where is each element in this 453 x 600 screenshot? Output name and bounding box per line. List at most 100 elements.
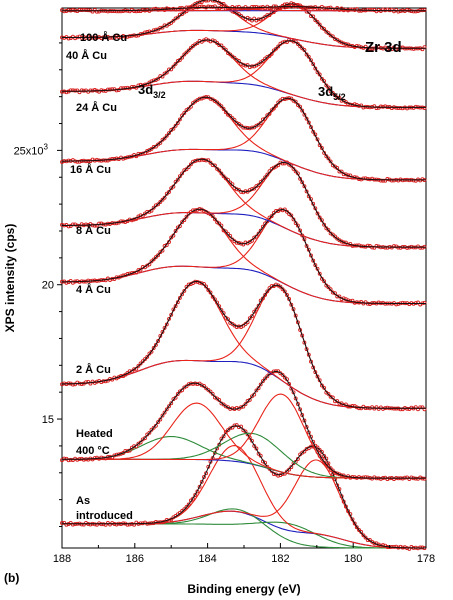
x-tick-label: 180 [344,553,362,565]
data-points [60,37,427,111]
data-point [298,44,303,49]
data-point [335,95,340,100]
data-point [341,8,346,13]
data-point [212,297,217,302]
data-point [105,87,110,92]
series-7 [60,0,427,52]
data-point [215,100,220,105]
data-point [363,475,368,480]
data-point [210,391,215,396]
data-point [354,43,359,48]
data-point [184,50,189,55]
component-1 [62,393,426,479]
data-point [79,88,84,93]
data-point [309,253,313,258]
data-point [180,292,185,297]
data-point [333,93,337,98]
data-point [413,9,418,14]
data-point [70,382,75,387]
data-point [114,522,119,527]
data-point [164,6,169,11]
data-point [221,434,226,439]
data-point [359,103,364,108]
x-tick-label: 178 [417,553,435,565]
data-point [256,183,261,188]
data-point [212,163,217,168]
data-point [330,468,335,473]
data-point [177,295,182,300]
data-point [134,9,139,14]
data-point [182,52,187,57]
data-point [398,544,403,549]
data-point [64,280,69,285]
data-point [420,245,425,250]
data-point [245,6,250,11]
data-point [363,44,368,49]
data-point [411,9,416,14]
data-point [413,104,418,109]
data-point [226,317,230,322]
series-label: 16 Å Cu [70,163,111,176]
data-point [330,90,335,95]
series-label: 100 Å Cu [80,31,127,44]
component-0 [62,280,426,409]
data-point [199,281,204,286]
envelope-fit [62,158,426,248]
data-point [385,245,390,250]
data-points [60,369,427,482]
data-point [418,245,423,250]
data-point [217,221,222,226]
data-point [330,290,335,295]
data-point [195,41,200,46]
data-point [164,407,169,412]
data-point [219,308,224,313]
data-point [108,35,112,40]
data-point [289,213,294,218]
data-point [239,123,244,128]
data-point [149,349,154,354]
data-point [77,8,82,12]
y-tick-label: 20 [42,280,54,292]
series-label: As [76,495,90,507]
data-point [333,234,337,239]
data-point [250,314,254,319]
data-point [260,224,265,229]
data-point [182,507,187,512]
data-point [228,113,233,118]
data-point [169,235,174,240]
labels-group: As introduced Heated 400 °C 2 Å Cu 4 Å Cu 8 Å … [66,31,133,522]
data-point [156,420,161,425]
data-point [398,45,403,50]
data-point [370,245,375,250]
data-point [167,131,171,136]
data-point [422,106,427,110]
data-point [365,475,370,480]
data-point [306,120,311,125]
data-point [289,465,294,470]
data-point [228,426,233,431]
peak-label-3d52: 3d5/2 [318,84,346,102]
data-point [298,228,303,233]
data-point [180,171,185,176]
data-points [60,279,427,412]
data-point [295,42,300,46]
data-point [260,379,265,384]
data-point [258,121,263,126]
data-point [162,195,167,200]
data-point [125,522,130,527]
data-point [317,271,322,276]
series-label: 8 Å Cu [76,224,111,237]
data-point [173,7,178,12]
data-point [326,85,331,90]
data-point [289,3,294,8]
data-points [60,157,427,250]
data-point [134,85,139,90]
data-point [276,100,281,105]
x-axis-title: Binding energy (eV) [187,582,300,596]
component-1 [62,459,426,549]
data-point [177,174,182,179]
data-point [197,4,202,9]
data-point [357,406,361,411]
data-point [186,282,191,287]
data-point [317,22,322,27]
